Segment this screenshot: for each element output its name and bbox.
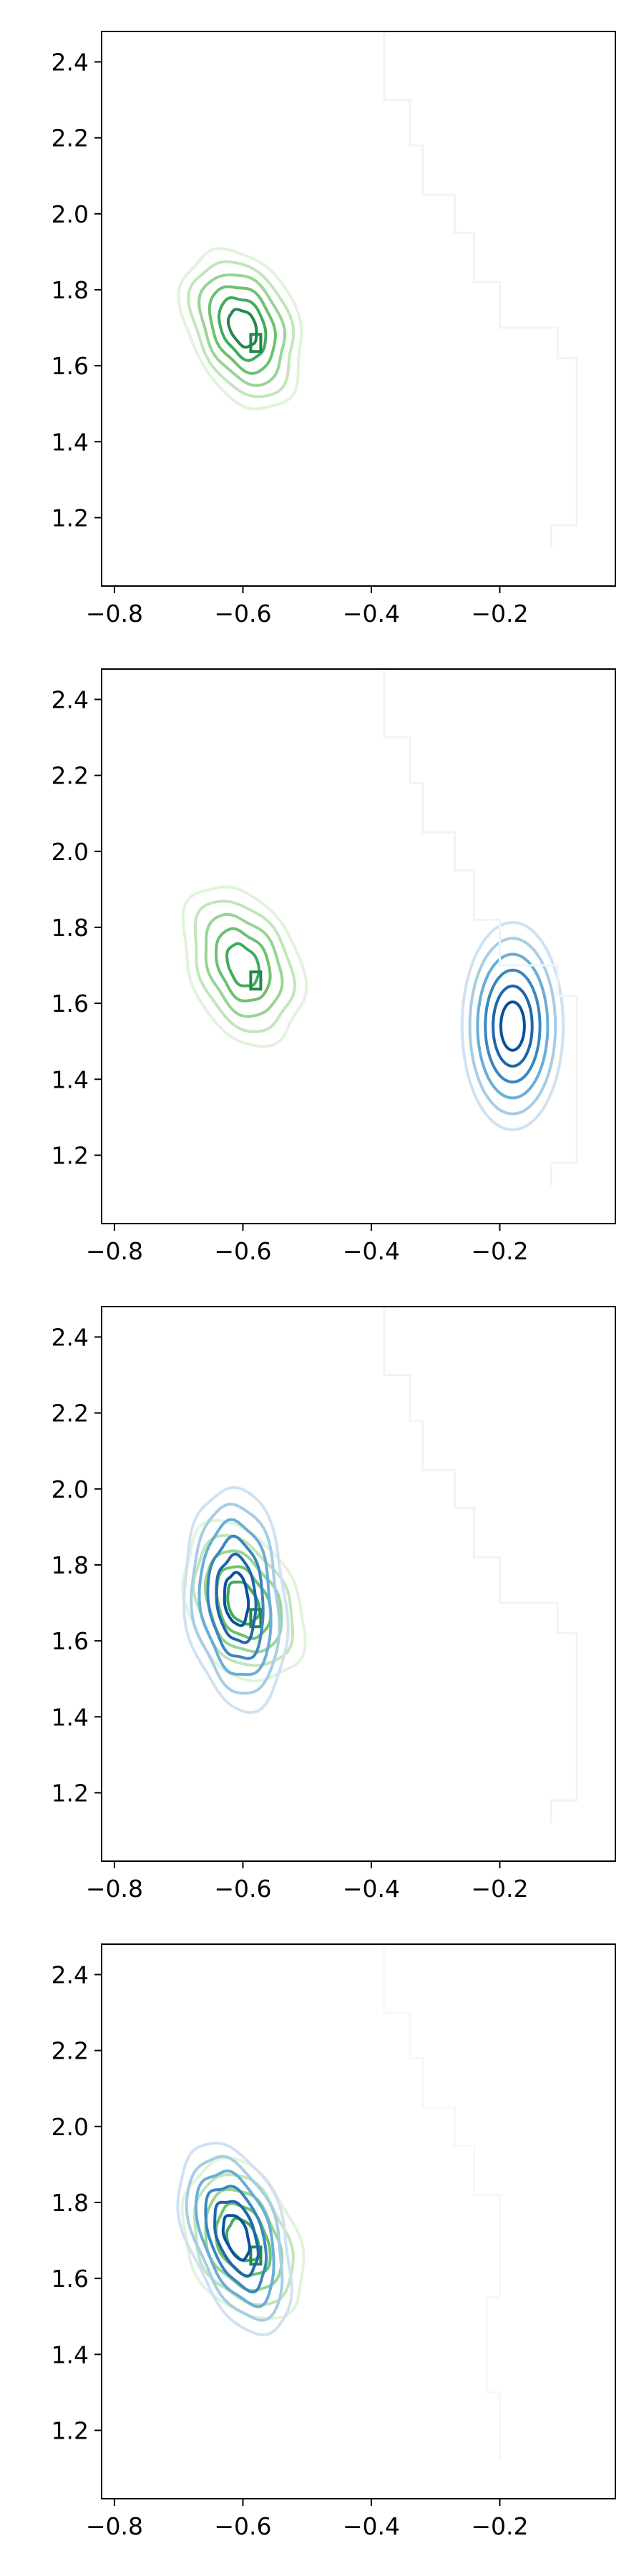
blue-contour-level-1 [460,921,565,1131]
y-tick-label: 2.4 [52,48,89,76]
panel-1: −0.8 −0.6 −0.4 −0.2 1.2 1.4 1.6 1.8 2.0 2.2 2.4 [52,31,616,628]
green-contour-level-5 [225,2217,260,2263]
blue-contour-level-2 [468,937,557,1116]
x-tick-label: −0.8 [86,1237,143,1265]
blue-contour-level-2 [190,1502,281,1695]
blue-contour-level-2 [185,2155,284,2322]
x-tick-label: −0.8 [86,1875,143,1903]
panel-4: −0.8 −0.6 −0.4 −0.2 1.2 1.4 1.6 1.8 2.0 2.2 2.4 [52,1943,616,2540]
axes-frame [101,668,616,1224]
blue-contour-level-5 [213,2200,260,2278]
y-tick-label: 1.4 [52,1065,89,1093]
faint-density-outline [383,31,578,548]
plot-area [181,1307,578,1823]
x-tick-label: −0.6 [214,1237,271,1265]
x-tick-label: −0.4 [343,600,400,628]
blue-contour-level-6 [499,1000,526,1052]
blue-contour-level-4 [204,2185,268,2294]
y-tick-label: 2.4 [52,686,89,713]
y-tick-label: 2.0 [52,2113,89,2141]
blue-contour-level-1 [176,2142,293,2336]
faint-density-outline [383,1307,578,1823]
blue-contour-level-1 [182,1485,290,1714]
x-tick-label: −0.8 [86,2512,143,2540]
y-tick-label: 1.8 [52,914,89,942]
y-tick-label: 1.6 [52,990,89,1018]
x-tick-label: −0.6 [214,2512,271,2540]
blue-contour-level-4 [206,1534,265,1660]
green-contour-peak [249,970,263,991]
green-contour-level-2 [187,260,296,399]
axes-frame [101,1943,616,2499]
blue-contour-level-3 [194,2170,275,2308]
y-tick-label: 2.4 [52,1323,89,1351]
x-tick-label: −0.2 [471,1237,528,1265]
x-tick-label: −0.6 [214,600,271,628]
y-tick-label: 1.2 [52,2416,89,2444]
x-tick-label: −0.4 [343,2512,400,2540]
y-tick-label: 1.2 [52,504,89,532]
x-tick-label: −0.8 [86,600,143,628]
plot-area [181,669,578,1186]
x-tick-label: −0.4 [343,1875,400,1903]
y-tick-label: 2.4 [52,1961,89,1989]
green-contour-level-2 [193,899,296,1033]
y-tick-label: 1.2 [52,1141,89,1169]
green-contour-level-1 [181,885,308,1048]
y-tick-label: 2.2 [52,1400,89,1428]
green-contour-level-5 [217,296,268,362]
y-tick-label: 1.4 [52,1703,89,1731]
y-tick-label: 1.6 [52,2265,89,2293]
blue-contour-level-5 [492,984,534,1068]
plot-area [177,31,578,548]
blue-contour-level-4 [484,968,542,1084]
faint-density-outline [383,669,578,1186]
y-tick-label: 1.4 [52,428,89,456]
y-tick-label: 2.2 [52,125,89,152]
x-tick-label: −0.6 [214,1875,271,1903]
y-tick-label: 1.4 [52,2341,89,2368]
green-contour-level-2 [192,1533,294,1667]
y-tick-label: 1.6 [52,352,89,380]
x-tick-label: −0.2 [471,2512,528,2540]
y-tick-label: 2.0 [52,1475,89,1503]
panel-2: −0.8 −0.6 −0.4 −0.2 1.2 1.4 1.6 1.8 2.0 2.2 2.4 [52,668,616,1265]
green-contour-level-3 [204,912,284,1018]
x-tick-label: −0.2 [471,1875,528,1903]
y-tick-label: 1.8 [52,1551,89,1579]
blue-contour-level-3 [197,1518,273,1677]
blue-contour-level-3 [476,952,550,1100]
y-tick-label: 1.2 [52,1779,89,1807]
green-contour-level-6 [226,308,258,349]
blue-contour-level-5 [215,1552,258,1644]
green-contour-level-4 [215,927,272,1002]
y-tick-label: 1.6 [52,1627,89,1655]
green-contour-level-4 [208,285,278,375]
panel-3: −0.8 −0.6 −0.4 −0.2 1.2 1.4 1.6 1.8 2.0 2.2 2.4 [52,1306,616,1903]
y-tick-label: 2.0 [52,838,89,866]
blue-contour-level-6 [221,2214,251,2262]
y-tick-label: 1.8 [52,2189,89,2217]
y-tick-label: 1.8 [52,276,89,304]
green-contour-level-5 [225,942,260,987]
axes-frame [101,31,616,587]
green-contour-level-3 [197,273,287,387]
x-tick-label: −0.2 [471,600,528,628]
faint-density-outline [383,1944,501,2461]
axes-frame [101,1306,616,1862]
plot-area [176,1944,501,2461]
x-tick-label: −0.4 [343,1237,400,1265]
y-tick-label: 2.2 [52,2037,89,2065]
y-tick-label: 2.0 [52,200,89,228]
green-contour-level-1 [177,247,303,411]
y-tick-label: 2.2 [52,762,89,790]
green-contour-peak [249,333,263,353]
blue-contour-level-6 [223,1571,250,1627]
